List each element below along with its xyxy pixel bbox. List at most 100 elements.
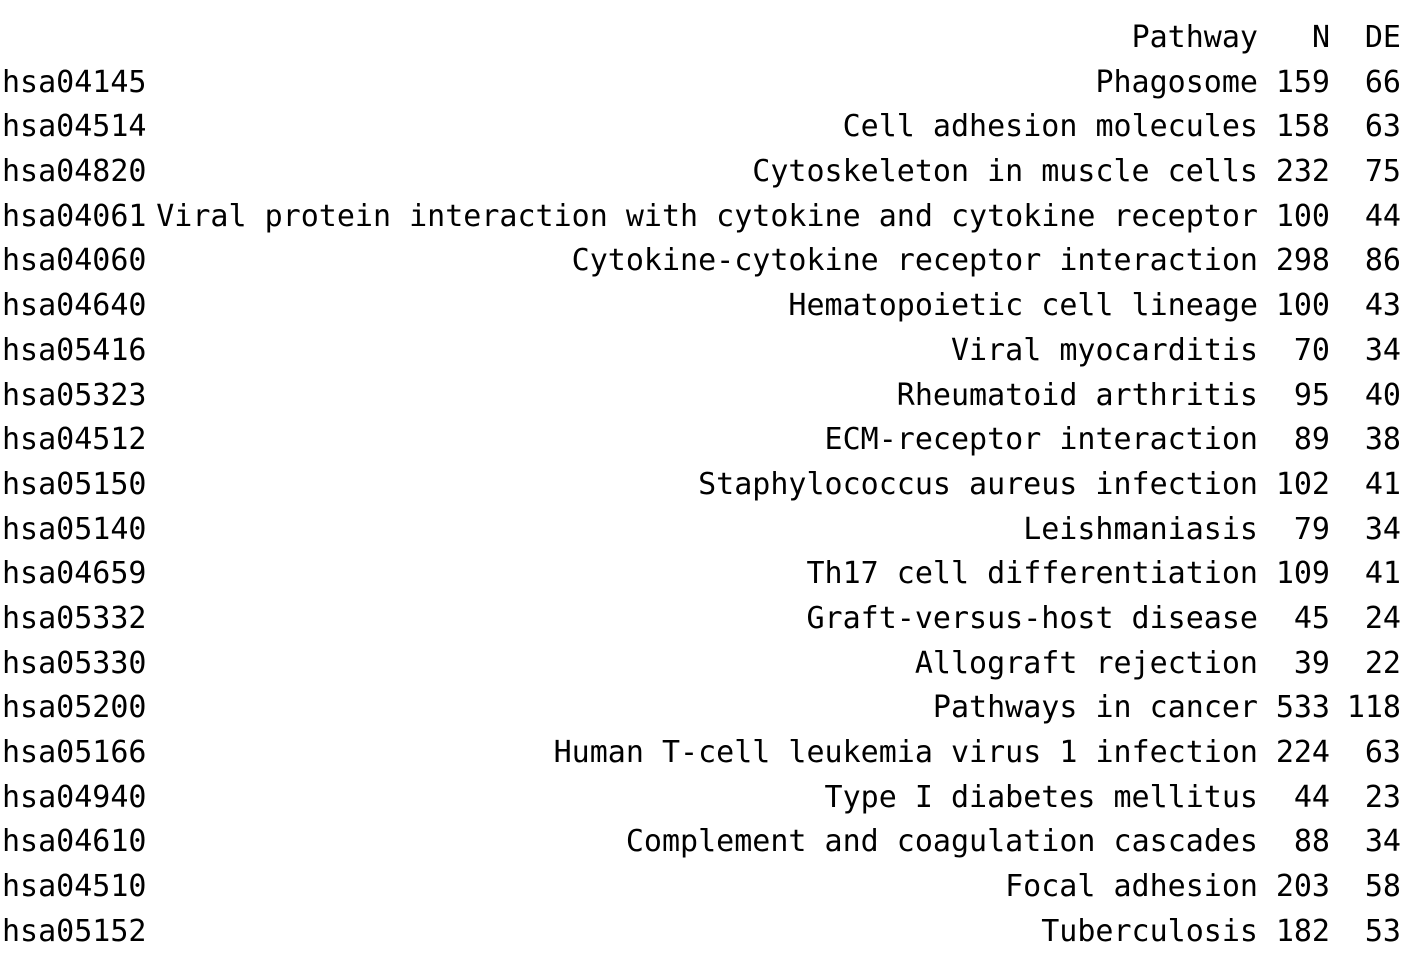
row-de: 22	[1364, 645, 1401, 681]
row-id: hsa04512	[2, 422, 147, 458]
row-pathway: Cytokine-cytokine receptor interaction	[571, 243, 1258, 279]
row-de: 44	[1364, 198, 1401, 234]
row-n: 159	[1275, 64, 1330, 100]
table-row: hsa05152 Tuberculosis 182 53	[2, 910, 1414, 955]
row-pathway: Type I diabetes mellitus	[824, 779, 1258, 815]
table-row: hsa04061 Viral protein interaction with …	[2, 195, 1414, 240]
row-pathway: Cytoskeleton in muscle cells	[752, 154, 1258, 190]
row-de: 34	[1364, 511, 1401, 547]
row-pathway: Allograft rejection	[914, 645, 1258, 681]
row-id: hsa05416	[2, 332, 147, 368]
row-de: 66	[1364, 64, 1401, 100]
row-n: 232	[1275, 154, 1330, 190]
table-row: hsa04145 Phagosome 159 66	[2, 61, 1414, 106]
row-pathway: Hematopoietic cell lineage	[788, 288, 1258, 324]
row-n: 224	[1275, 735, 1330, 770]
row-n: 100	[1275, 198, 1330, 234]
table-row: hsa04514 Cell adhesion molecules 158 63	[2, 105, 1414, 150]
row-de: 34	[1364, 332, 1401, 368]
row-pathway: Phagosome	[1095, 64, 1258, 100]
row-id: hsa04820	[2, 154, 147, 190]
row-id: hsa04610	[2, 824, 147, 860]
table-row: hsa05200 Pathways in cancer 533 118	[2, 686, 1414, 731]
row-de: 63	[1364, 109, 1401, 145]
row-de: 40	[1364, 377, 1401, 413]
row-id: hsa05166	[2, 735, 147, 770]
table-row: hsa05150 Staphylococcus aureus infection…	[2, 463, 1414, 508]
table-row: hsa05416 Viral myocarditis 70 34	[2, 329, 1414, 374]
row-n: 45	[1293, 600, 1330, 636]
row-pathway: Th17 cell differentiation	[806, 556, 1258, 592]
row-n: 109	[1275, 556, 1330, 592]
table-row: hsa04510 Focal adhesion 203 58	[2, 865, 1414, 910]
table-row: hsa04659 Th17 cell differentiation 109 4…	[2, 552, 1414, 597]
row-id: hsa04510	[2, 869, 147, 905]
row-pathway: Complement and coagulation cascades	[625, 824, 1258, 860]
row-pathway: Tuberculosis	[1041, 913, 1258, 949]
table-row: hsa05330 Allograft rejection 39 22	[2, 642, 1414, 687]
row-id: hsa04940	[2, 779, 147, 815]
row-n: 95	[1293, 377, 1330, 413]
row-id: hsa05200	[2, 690, 147, 726]
row-id: hsa04145	[2, 64, 147, 100]
row-n: 100	[1275, 288, 1330, 324]
row-de: 75	[1364, 154, 1401, 190]
row-de: 86	[1364, 243, 1401, 279]
row-pathway: Focal adhesion	[1005, 869, 1258, 905]
row-n: 39	[1293, 645, 1330, 681]
row-n: 44	[1293, 779, 1330, 815]
row-n: 533	[1275, 690, 1330, 726]
row-id: hsa04514	[2, 109, 147, 145]
header-rowname	[2, 16, 148, 61]
row-pathway: Leishmaniasis	[1023, 511, 1258, 547]
row-de: 43	[1364, 288, 1401, 324]
table-header: Pathway N DE	[2, 16, 1414, 61]
row-n: 298	[1275, 243, 1330, 279]
row-pathway: Human T-cell leukemia virus 1 infection	[553, 735, 1258, 770]
header-n: N	[1311, 20, 1330, 55]
row-id: hsa04060	[2, 243, 147, 279]
table-row: hsa05332 Graft-versus-host disease 45 24	[2, 597, 1414, 642]
header-de: DE	[1364, 20, 1401, 55]
row-n: 182	[1275, 913, 1330, 949]
row-id: hsa05330	[2, 645, 147, 681]
row-id: hsa04659	[2, 556, 147, 592]
table-row: hsa04940 Type I diabetes mellitus 44 23	[2, 776, 1414, 821]
row-id: hsa05140	[2, 511, 147, 547]
row-pathway: Cell adhesion molecules	[842, 109, 1258, 145]
table-row: hsa04820 Cytoskeleton in muscle cells 23…	[2, 150, 1414, 195]
row-de: 41	[1364, 466, 1401, 502]
row-de: 118	[1346, 690, 1401, 726]
row-de: 63	[1364, 735, 1401, 770]
row-n: 203	[1275, 869, 1330, 905]
table-row: hsa04060 Cytokine-cytokine receptor inte…	[2, 239, 1414, 284]
row-de: 58	[1364, 869, 1401, 905]
header-pathway: Pathway	[1131, 20, 1258, 55]
row-id: hsa05332	[2, 600, 147, 636]
row-de: 53	[1364, 913, 1401, 949]
table-row: hsa05140 Leishmaniasis 79 34	[2, 508, 1414, 553]
row-de: 24	[1364, 600, 1401, 636]
row-pathway: Graft-versus-host disease	[806, 600, 1258, 636]
table-row: hsa05323 Rheumatoid arthritis 95 40	[2, 374, 1414, 419]
row-n: 88	[1293, 824, 1330, 860]
row-n: 70	[1293, 332, 1330, 368]
row-pathway: Viral protein interaction with cytokine …	[156, 198, 1258, 234]
row-de: 23	[1364, 779, 1401, 815]
table-row: hsa04640 Hematopoietic cell lineage 100 …	[2, 284, 1414, 329]
table-row: hsa04512 ECM-receptor interaction 89 38	[2, 418, 1414, 463]
row-n: 102	[1275, 466, 1330, 502]
row-pathway: Viral myocarditis	[950, 332, 1258, 368]
row-id: hsa05152	[2, 913, 147, 949]
row-id: hsa05323	[2, 377, 147, 413]
row-pathway: Pathways in cancer	[932, 690, 1258, 726]
row-de: 38	[1364, 422, 1401, 458]
row-pathway: ECM-receptor interaction	[824, 422, 1258, 458]
row-n: 89	[1293, 422, 1330, 458]
console-output: Pathway N DE hsa04145 Phagosome 159 66 h…	[2, 16, 1414, 954]
row-n: 158	[1275, 109, 1330, 145]
row-n: 79	[1293, 511, 1330, 547]
row-pathway: Rheumatoid arthritis	[896, 377, 1258, 413]
row-id: hsa04061	[2, 198, 147, 234]
row-id: hsa05150	[2, 466, 147, 502]
